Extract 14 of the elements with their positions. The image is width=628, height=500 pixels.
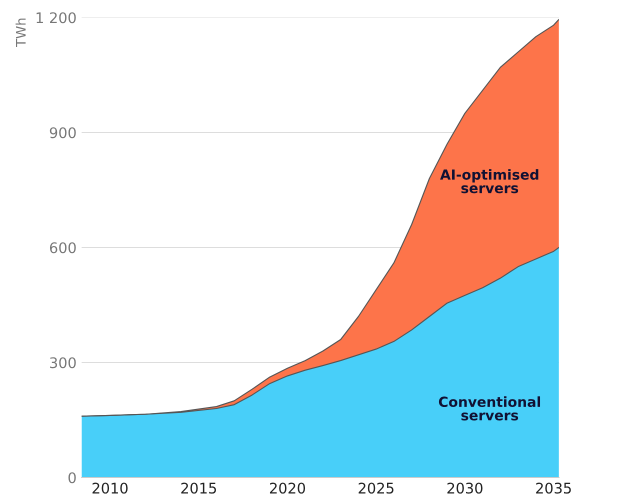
x-tick-label: 2030 <box>447 482 482 494</box>
x-tick-label: 2010 <box>92 482 128 494</box>
y-tick-label: 300 <box>50 357 76 368</box>
y-tick-label: 0 <box>68 472 76 484</box>
y-axis-title: TWh <box>16 18 26 48</box>
x-tick-label: 2035 <box>536 482 571 494</box>
x-tick-label: 2025 <box>358 482 394 494</box>
series-label: Conventional servers <box>438 396 540 420</box>
series-label: AI-optimised servers <box>440 169 538 194</box>
y-tick-label: 600 <box>50 242 76 254</box>
y-tick-label: 1 200 <box>36 12 76 24</box>
x-tick-label: 2020 <box>270 482 306 494</box>
y-tick-label: 900 <box>50 127 76 138</box>
x-tick-label: 2015 <box>181 482 216 494</box>
